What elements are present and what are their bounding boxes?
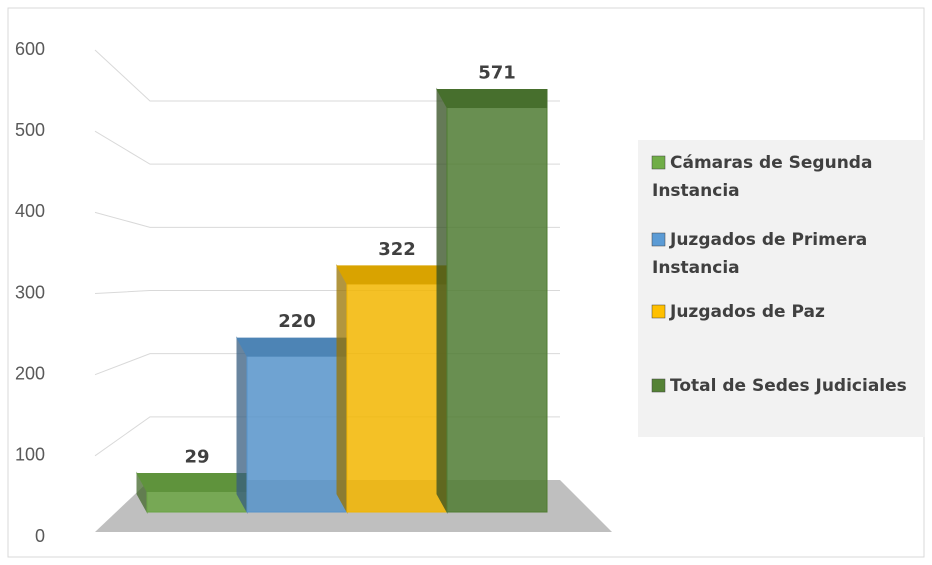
legend-label: Total de Sedes Judiciales xyxy=(670,376,907,396)
legend-swatch xyxy=(651,304,666,319)
legend-label: Juzgados de Primera Instancia xyxy=(652,230,867,278)
legend-box xyxy=(638,140,925,437)
y-tick-label: 300 xyxy=(15,282,45,302)
legend-line: Juzgados de Primera xyxy=(669,230,867,250)
bar-side xyxy=(236,336,248,514)
legend-swatch xyxy=(651,378,666,393)
bar xyxy=(336,263,448,514)
bar-top xyxy=(436,89,548,109)
y-tick-label: 400 xyxy=(15,201,45,221)
legend-line: Cámaras de Segunda xyxy=(670,153,872,173)
y-tick-label: 200 xyxy=(15,363,45,383)
bar-front xyxy=(346,283,448,513)
value-label: 322 xyxy=(378,239,416,260)
bar-top xyxy=(236,337,348,357)
grid-line xyxy=(94,211,560,228)
legend-swatch xyxy=(651,232,666,247)
y-tick-label: 0 xyxy=(35,526,45,546)
bar xyxy=(136,471,248,514)
value-label: 220 xyxy=(278,311,316,332)
bar-side xyxy=(336,263,348,514)
legend-label: Juzgados de Paz xyxy=(669,302,825,322)
legend-line: Instancia xyxy=(652,181,740,201)
bar xyxy=(236,336,348,514)
bar-front xyxy=(146,490,248,513)
bar xyxy=(436,87,548,514)
y-tick-label: 600 xyxy=(15,39,45,59)
bar-side xyxy=(436,87,448,514)
value-label: 29 xyxy=(184,446,209,467)
y-tick-label: 500 xyxy=(15,120,45,140)
y-tick-label: 100 xyxy=(15,445,45,465)
legend-swatch xyxy=(651,155,666,170)
value-label: 571 xyxy=(478,63,516,84)
legend-line: Instancia xyxy=(652,258,740,278)
bar-front xyxy=(446,107,548,513)
legend-label: Cámaras de Segunda Instancia xyxy=(652,153,872,201)
bar-front xyxy=(246,355,348,513)
grid-line xyxy=(94,49,560,102)
bar-top xyxy=(336,265,448,285)
grid-line xyxy=(94,130,560,165)
bar-top xyxy=(136,472,248,492)
